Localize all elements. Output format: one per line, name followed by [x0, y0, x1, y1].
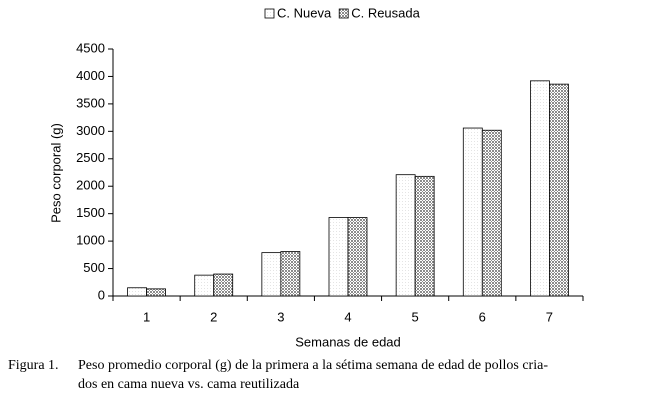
x-tick-label: 2	[210, 309, 217, 324]
bar	[146, 288, 166, 297]
bar	[462, 127, 483, 297]
x-axis-label: Semanas de edad	[295, 334, 401, 349]
legend-label: C. Nueva	[277, 5, 332, 20]
caption-line: Peso promedio corporal (g) de la primera…	[78, 358, 548, 373]
bar	[395, 174, 416, 297]
legend-label: C. Reusada	[351, 5, 420, 20]
caption-line: dos en cama nueva vs. cama reutilizada	[78, 377, 300, 392]
y-tick-label: 1000	[76, 233, 105, 248]
x-tick-label: 4	[344, 309, 351, 324]
bar	[127, 287, 147, 297]
y-tick-label: 3500	[76, 95, 105, 110]
y-axis-label: Peso corporal (g)	[48, 123, 63, 223]
y-tick-label: 4000	[76, 68, 105, 83]
bar	[481, 129, 502, 297]
x-tick-label: 1	[143, 309, 150, 324]
legend-swatch	[264, 8, 275, 19]
y-tick-label: 1500	[76, 205, 105, 220]
y-tick-label: 4500	[76, 40, 105, 55]
x-tick-label: 6	[479, 309, 486, 324]
bar	[530, 80, 550, 297]
bar	[328, 217, 349, 297]
bar	[549, 83, 569, 297]
x-tick-label: 7	[546, 309, 553, 324]
y-tick-label: 2000	[76, 178, 105, 193]
y-tick-label: 500	[83, 260, 105, 275]
bar	[213, 273, 234, 297]
x-tick-label: 5	[412, 309, 419, 324]
bar	[194, 274, 215, 297]
bar	[261, 252, 282, 297]
bar	[414, 175, 435, 297]
y-tick-label: 2500	[76, 150, 105, 165]
legend-swatch	[338, 8, 349, 19]
y-tick-label: 3000	[76, 123, 105, 138]
y-tick-label: 0	[98, 287, 105, 302]
bar	[280, 251, 301, 297]
caption-label: Figura 1.	[8, 358, 59, 373]
x-tick-label: 3	[277, 309, 284, 324]
bar	[347, 217, 368, 297]
